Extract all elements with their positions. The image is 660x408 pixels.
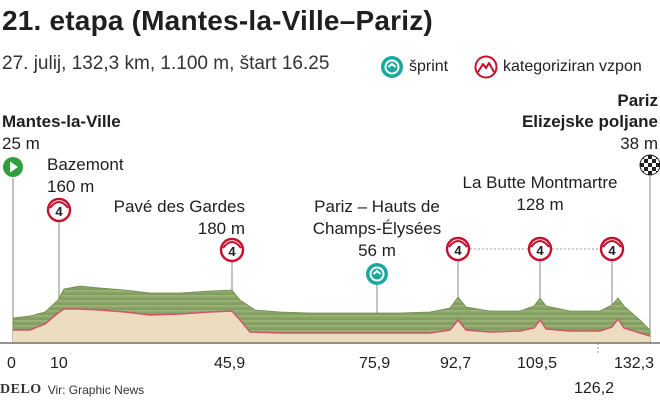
legend-sprint: šprint: [380, 55, 448, 79]
km-marker: 75,9: [359, 355, 391, 372]
brand-logo: DELO: [0, 382, 42, 397]
climb-cat4-icon-pave: 4: [219, 237, 245, 263]
climb-cat4-icon-montmartre-3: 4: [599, 236, 625, 262]
climb-cat4-icon-montmartre-1: 4: [445, 236, 471, 262]
climb-name-pave: Pavé des Gardes: [113, 197, 245, 216]
svg-text:4: 4: [536, 243, 544, 258]
finish-elevation: 38 m: [620, 134, 658, 153]
start-name: Mantes-la-Ville: [2, 112, 121, 131]
legend-climb: kategoriziran vzpon: [474, 55, 642, 79]
svg-text:4: 4: [228, 244, 236, 259]
km-marker: 10: [50, 355, 68, 372]
sprint-marker-icon: [366, 263, 388, 285]
elevation-fill: [13, 309, 650, 343]
climb-elevation-bazemont: 160 m: [47, 177, 95, 196]
sprint-name-line2: Champs-Élysées: [312, 219, 442, 238]
svg-text:4: 4: [55, 204, 63, 219]
climb-elevation-pave: 180 m: [197, 219, 245, 238]
finish-name-line1: Pariz: [617, 91, 658, 110]
climb-name-bazemont: Bazemont: [47, 155, 124, 174]
legend-sprint-label: šprint: [409, 58, 449, 75]
sprint-icon: [381, 56, 403, 78]
source-credit: Vir: Graphic News: [47, 383, 145, 397]
svg-text:4: 4: [608, 243, 616, 258]
climb-elevation-montmartre: 128 m: [516, 195, 564, 214]
km-marker: 109,5: [517, 355, 558, 372]
climb-name-montmartre: La Butte Montmartre: [462, 173, 618, 192]
page-title: 21. etapa (Mantes-la-Ville–Pariz): [2, 5, 433, 36]
sprint-name-line1: Pariz – Hauts de: [314, 197, 440, 216]
footer: DELO Vir: Graphic News: [0, 382, 144, 398]
km-marker: 0: [7, 355, 16, 372]
km-marker: 126,2: [574, 380, 615, 397]
km-marker: 92,7: [440, 355, 472, 372]
finish-name-line2: Elizejske poljane: [521, 112, 658, 131]
legend-climb-label: kategoriziran vzpon: [503, 58, 642, 75]
mountain-icon: [474, 55, 498, 79]
elevation-line: [13, 308, 651, 337]
start-elevation: 25 m: [2, 134, 40, 153]
km-marker: 45,9: [214, 355, 246, 372]
start-icon: [3, 157, 23, 177]
stage-info: 27. julij, 132,3 km, 1.100 m, štart 16.2…: [2, 53, 330, 74]
km-marker: 132,3: [614, 355, 655, 372]
climb-cat4-icon-montmartre-2: 4: [527, 236, 553, 262]
svg-text:4: 4: [454, 243, 462, 258]
climb-cat4-icon-bazemont: 4: [46, 197, 72, 223]
sprint-elevation: 56 m: [358, 241, 396, 260]
